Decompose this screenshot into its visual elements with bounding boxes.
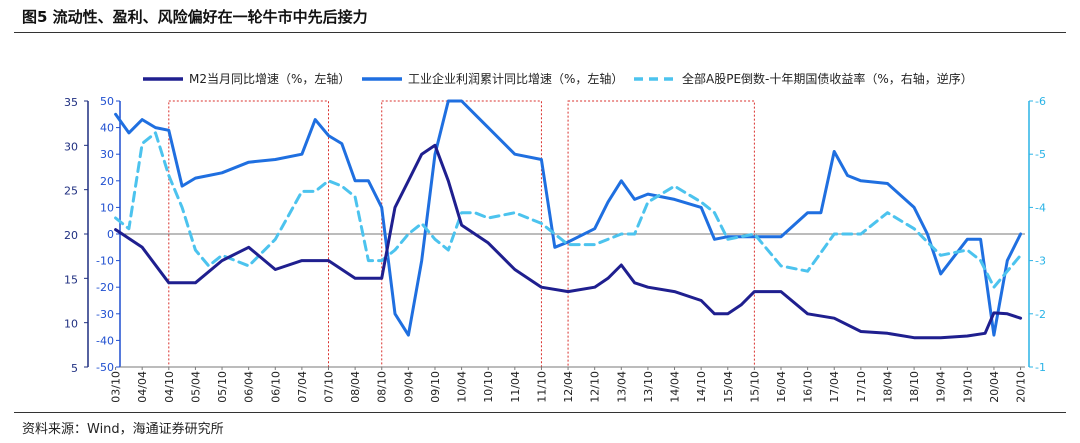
x-tick-label: 16/04 [775,371,788,403]
left-inner-tick-label: -50 [96,361,114,374]
series-line-profit [114,99,1023,337]
x-tick-label: 20/04 [988,371,1001,403]
x-tick-label: 16/10 [802,371,815,403]
x-tick-label: 05/10 [216,371,229,403]
series-line-pe [114,131,1023,289]
x-tick-label: 09/04 [402,371,415,403]
right-tick-label: -4 [1035,201,1046,214]
x-tick-label: 11/04 [509,371,522,403]
left-inner-tick-label: 10 [100,201,114,214]
left-inner-tick-label: 30 [100,148,114,161]
x-tick-label: 07/10 [323,371,336,403]
x-tick-label: 11/10 [535,371,548,403]
x-tick-label: 04/04 [136,371,149,403]
x-tick-label: 14/04 [669,371,682,403]
left-inner-tick-label: 20 [100,175,114,188]
x-tick-label: 10/10 [482,371,495,403]
legend-label-pe: 全部A股PE倒数-十年期国债收益率（%，右轴，逆序） [682,71,973,86]
left-inner-tick-label: -30 [96,308,114,321]
x-tick-label: 03/10 [110,371,123,403]
left-outer-tick-label: 30 [64,140,78,153]
right-tick-label: -6 [1035,95,1046,108]
legend-label-m2: M2当月同比增速（%，左轴） [189,71,350,86]
left-inner-tick-label: 40 [100,122,114,135]
left-outer-tick-label: 35 [64,96,78,109]
x-tick-label: 05/04 [189,371,202,403]
left-outer-tick-label: 5 [71,362,78,375]
right-tick-label: -1 [1035,361,1046,374]
x-tick-label: 13/04 [615,371,628,403]
left-inner-tick-label: -40 [96,334,114,347]
x-tick-label: 20/10 [1015,371,1028,403]
left-inner-tick-label: 50 [100,95,114,108]
x-tick-label: 08/10 [376,371,389,403]
x-tick-label: 19/10 [961,371,974,403]
x-tick-label: 08/04 [349,371,362,403]
x-tick-label: 09/10 [429,371,442,403]
figure-source: 资料来源：Wind，海通证券研究所 [22,422,224,437]
left-outer-tick-label: 15 [64,273,78,286]
left-outer-tick-label: 10 [64,318,78,331]
series-line-m2 [114,143,1023,340]
x-tick-label: 18/10 [908,371,921,403]
x-tick-label: 06/10 [269,371,282,403]
x-tick-label: 19/04 [935,371,948,403]
right-tick-label: -5 [1035,148,1046,161]
x-tick-label: 13/10 [642,371,655,403]
x-tick-label: 17/04 [828,371,841,403]
x-tick-label: 06/04 [243,371,256,403]
left-inner-tick-label: -10 [96,255,114,268]
x-tick-label: 15/04 [722,371,735,403]
title-rule [14,32,1066,33]
left-outer-tick-label: 20 [64,229,78,242]
x-tick-label: 18/04 [881,371,894,403]
x-tick-label: 14/10 [695,371,708,403]
left-inner-tick-label: 0 [107,228,114,241]
right-tick-label: -3 [1035,255,1046,268]
left-inner-tick-label: -20 [96,281,114,294]
right-tick-label: -2 [1035,308,1046,321]
x-tick-label: 15/10 [748,371,761,403]
x-tick-label: 04/10 [163,371,176,403]
x-tick-label: 12/10 [589,371,602,403]
x-tick-label: 10/04 [456,371,469,403]
x-tick-label: 07/04 [296,371,309,403]
x-tick-label: 17/10 [855,371,868,403]
legend-label-profit: 工业企业利润累计同比增速（%，左轴） [408,71,623,86]
source-rule [14,412,1066,413]
figure-title: 图5 流动性、盈利、风险偏好在一轮牛市中先后接力 [22,8,368,26]
x-tick-label: 12/04 [562,371,575,403]
left-outer-tick-label: 25 [64,185,78,198]
